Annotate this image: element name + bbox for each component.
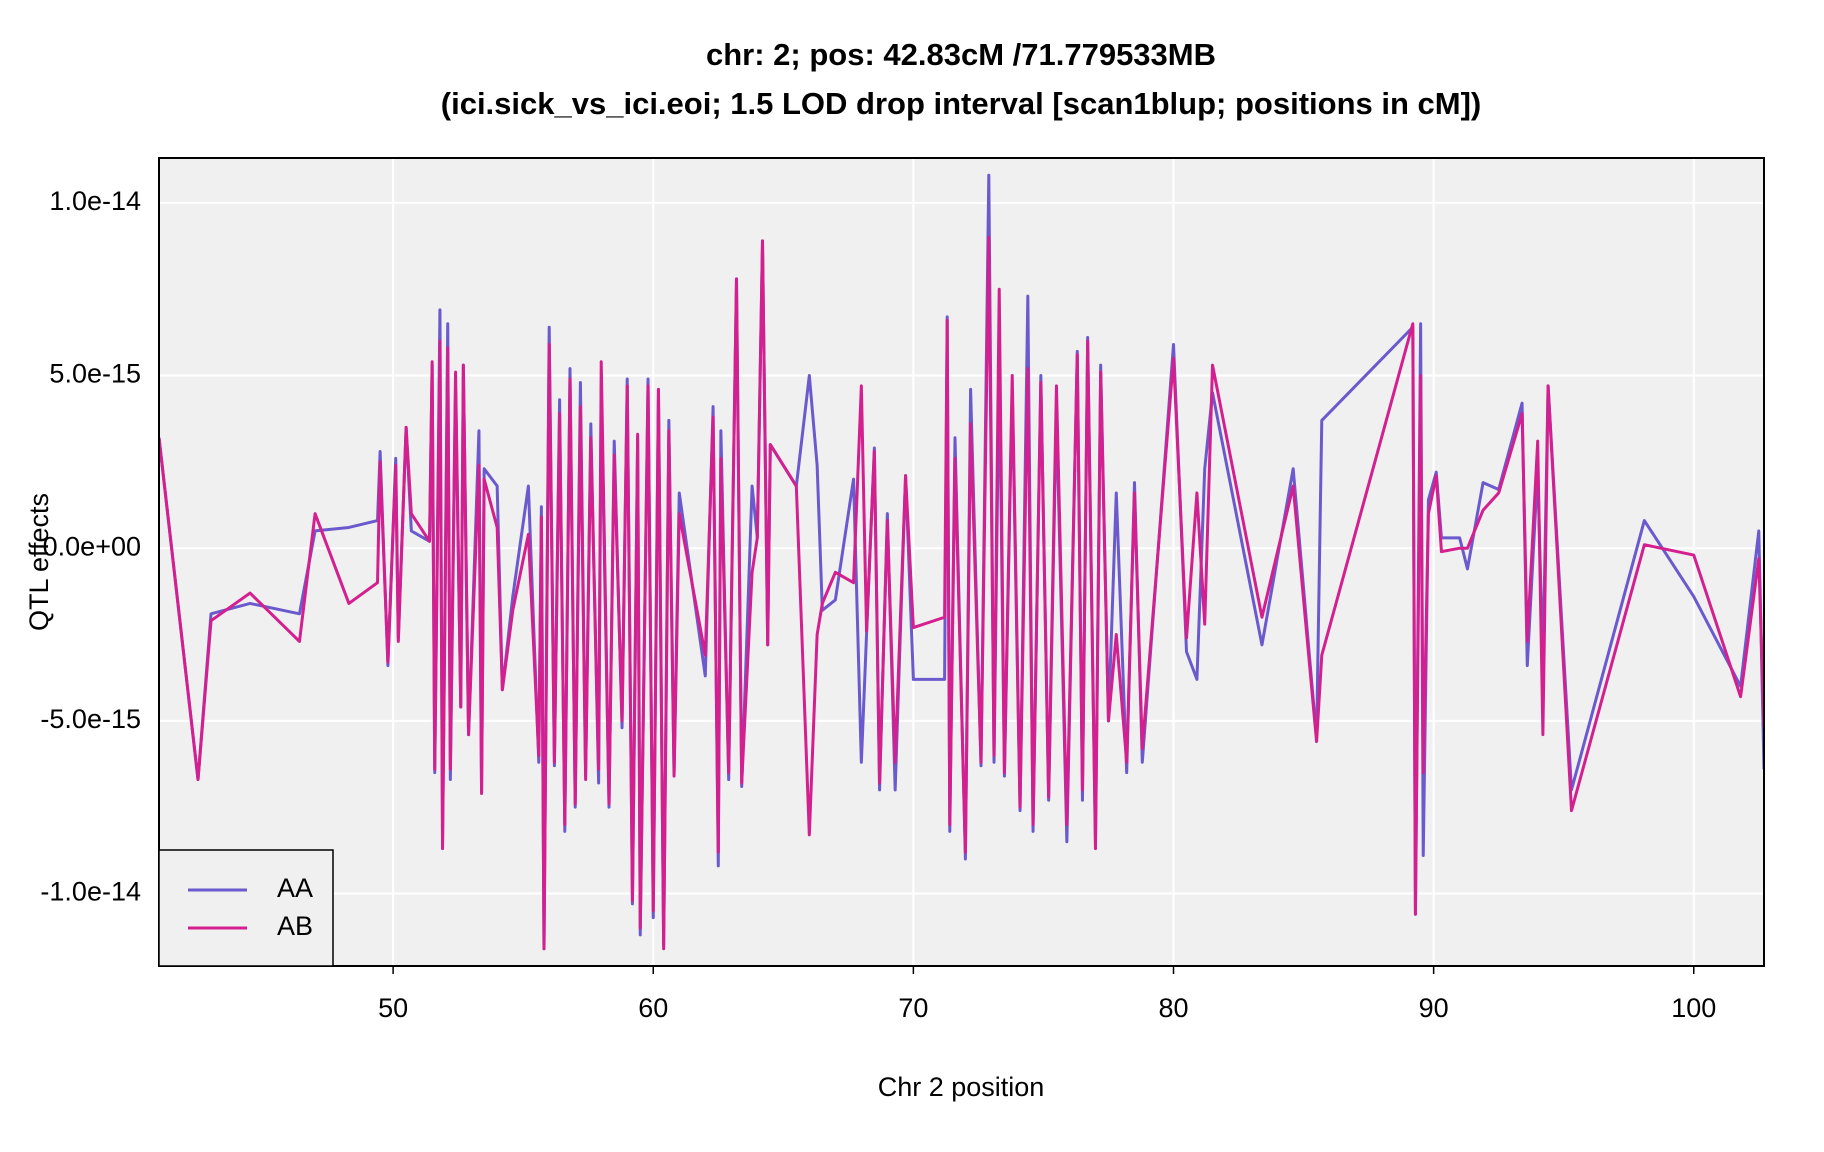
y-tick-label: -1.0e-14 <box>40 877 141 907</box>
x-tick-label: 100 <box>1671 993 1716 1023</box>
plot-frame <box>158 157 1765 967</box>
legend-label: AA <box>277 873 313 903</box>
lines <box>159 173 1764 951</box>
x-axis-label: Chr 2 position <box>878 1072 1045 1102</box>
chart-title: chr: 2; pos: 42.83cM /71.779533MB <box>706 37 1216 72</box>
x-tick-label: 60 <box>638 993 668 1023</box>
x-tick-label: 90 <box>1419 993 1449 1023</box>
y-tick-label: 5.0e-15 <box>49 359 141 389</box>
x-tick-label: 50 <box>378 993 408 1023</box>
y-tick-label: -5.0e-15 <box>40 704 141 734</box>
grid <box>159 158 1764 966</box>
chart-subtitle: (ici.sick_vs_ici.eoi; 1.5 LOD drop inter… <box>441 86 1481 121</box>
y-axis-label: QTL effects <box>24 493 54 631</box>
y-tick-label: 1.0e-14 <box>49 186 141 216</box>
x-tick-label: 70 <box>898 993 928 1023</box>
y-tick-label: 0.0e+00 <box>43 531 141 561</box>
plot-background <box>159 158 1764 966</box>
legend: AA AB <box>158 849 334 967</box>
series-line <box>159 235 1764 951</box>
x-tick-label: 80 <box>1158 993 1188 1023</box>
legend-label: AB <box>277 911 313 941</box>
legend-box <box>158 849 334 967</box>
